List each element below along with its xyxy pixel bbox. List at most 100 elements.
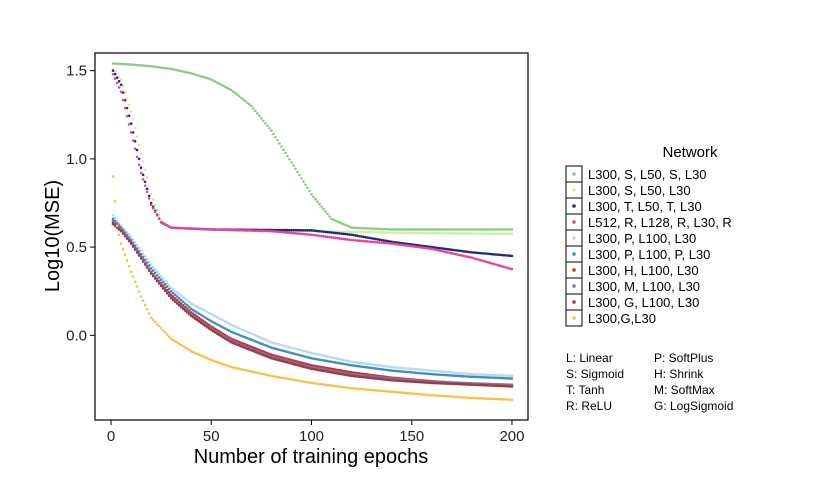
- data-point: [226, 228, 229, 232]
- data-point: [230, 330, 233, 334]
- data-point: [334, 236, 337, 240]
- data-point: [484, 397, 488, 400]
- data-point: [286, 377, 289, 381]
- data-point: [169, 286, 173, 289]
- data-point: [428, 228, 432, 231]
- data-point: [244, 329, 247, 333]
- data-point: [139, 64, 143, 67]
- data-point: [456, 371, 460, 375]
- data-point: [280, 359, 283, 363]
- data-point: [246, 101, 249, 105]
- data-point: [203, 227, 207, 231]
- data-point: [408, 231, 412, 235]
- data-point: [296, 170, 299, 174]
- data-point: [458, 228, 462, 231]
- data-point: [272, 132, 275, 136]
- data-point: [504, 398, 508, 401]
- data-point: [302, 228, 305, 232]
- data-point: [209, 358, 213, 362]
- data-point: [452, 252, 456, 255]
- data-point: [262, 337, 265, 341]
- data-point: [211, 228, 215, 231]
- data-point: [426, 247, 430, 250]
- data-point: [139, 166, 143, 169]
- data-point: [314, 197, 317, 201]
- data-point: [191, 308, 195, 312]
- data-point: [320, 205, 323, 208]
- data-point: [348, 374, 351, 377]
- data-point: [388, 390, 391, 393]
- data-point: [360, 375, 363, 379]
- data-point: [228, 87, 231, 91]
- data-point: [246, 229, 249, 232]
- data-point: [163, 223, 167, 226]
- data-point: [207, 318, 211, 322]
- data-point: [248, 337, 251, 341]
- data-point: [462, 374, 466, 378]
- data-point: [205, 356, 209, 360]
- data-point: [230, 228, 233, 232]
- data-point: [254, 109, 257, 113]
- data-point: [217, 324, 221, 327]
- data-point: [486, 228, 490, 231]
- data-point: [498, 374, 502, 377]
- legend-label: L300, P, L100, L30: [588, 231, 696, 246]
- data-point: [111, 219, 115, 222]
- data-point: [236, 326, 239, 329]
- data-point: [230, 323, 233, 327]
- data-point: [203, 356, 207, 359]
- data-point: [482, 383, 486, 387]
- data-point: [370, 227, 373, 230]
- data-point: [286, 154, 289, 158]
- data-point: [482, 259, 486, 263]
- data-point: [290, 351, 293, 355]
- data-point: [422, 393, 426, 396]
- legend-label: L300, M, L100, L30: [588, 279, 700, 294]
- data-point: [173, 226, 177, 230]
- data-point: [404, 231, 408, 235]
- data-point: [222, 228, 225, 232]
- data-point: [498, 397, 502, 401]
- data-point: [302, 354, 305, 358]
- data-point: [490, 376, 494, 379]
- data-point: [510, 267, 514, 271]
- data-point: [432, 381, 436, 385]
- data-point: [418, 368, 422, 371]
- data-point: [254, 334, 257, 337]
- data-point: [248, 348, 251, 351]
- data-point: [494, 384, 498, 388]
- data-point: [256, 340, 259, 344]
- data-point: [416, 392, 420, 396]
- data-point: [502, 398, 506, 401]
- data-point: [201, 314, 205, 318]
- data-point: [364, 230, 367, 234]
- data-point: [402, 391, 406, 395]
- data-point: [115, 76, 119, 79]
- data-point: [312, 367, 315, 371]
- data-point: [446, 228, 450, 231]
- data-point: [388, 228, 391, 231]
- data-point: [282, 148, 285, 151]
- data-point: [480, 232, 484, 235]
- data-point: [314, 352, 317, 356]
- data-point: [242, 229, 245, 232]
- data-point: [464, 228, 468, 231]
- series-5: [111, 217, 514, 380]
- data-point: [185, 304, 189, 307]
- data-point: [340, 221, 343, 225]
- data-point: [207, 228, 211, 231]
- data-point: [350, 364, 353, 367]
- data-point: [143, 184, 147, 187]
- data-point: [380, 377, 383, 381]
- data-point: [350, 226, 353, 229]
- data-point: [334, 361, 337, 364]
- data-point: [278, 228, 281, 232]
- data-point: [500, 376, 504, 380]
- data-point: [121, 84, 125, 88]
- data-point: [300, 379, 303, 383]
- data-point: [348, 233, 351, 236]
- data-point: [336, 361, 339, 365]
- data-point: [121, 98, 125, 102]
- data-point: [222, 319, 225, 322]
- data-point: [338, 232, 341, 235]
